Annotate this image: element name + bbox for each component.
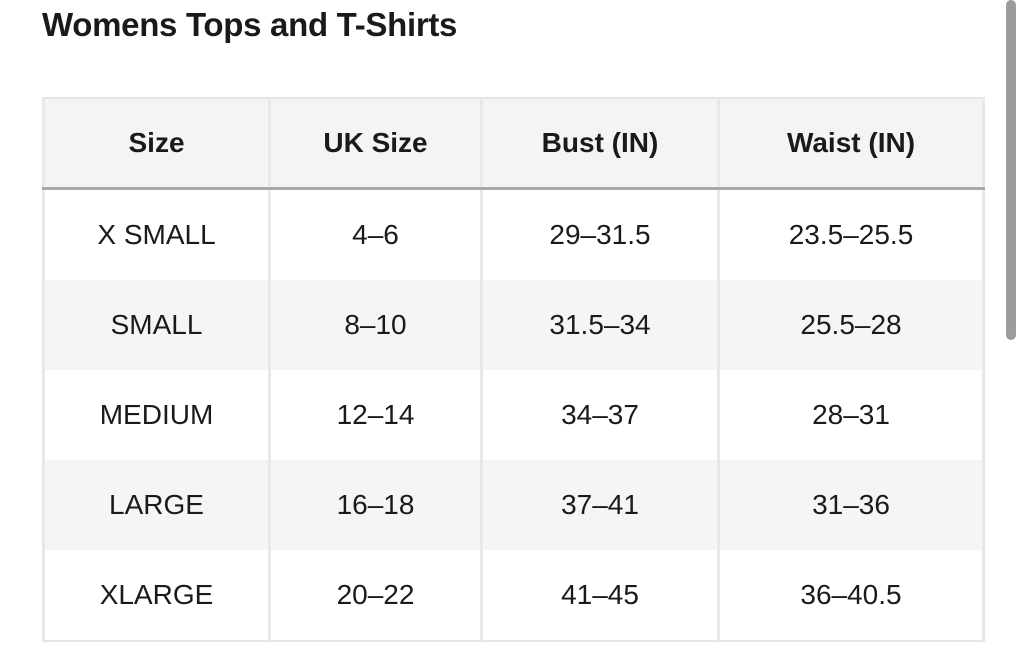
table-cell: 28–31: [717, 370, 985, 460]
table-row: MEDIUM 12–14 34–37 28–31: [42, 370, 985, 460]
table-cell: LARGE: [42, 460, 271, 550]
table-cell: 41–45: [480, 550, 720, 641]
table-cell: SMALL: [42, 280, 271, 370]
table-cell: 31–36: [717, 460, 985, 550]
column-header: UK Size: [268, 98, 483, 190]
table-cell: 12–14: [268, 370, 483, 460]
table-cell: XLARGE: [42, 550, 271, 641]
table-body: X SMALL 4–6 29–31.5 23.5–25.5 SMALL 8–10 31.5–…: [42, 188, 985, 641]
table-cell: 34–37: [480, 370, 720, 460]
scrollbar[interactable]: [1006, 0, 1016, 340]
table-cell: MEDIUM: [42, 370, 271, 460]
table-cell: 37–41: [480, 460, 720, 550]
table-cell: 20–22: [268, 550, 483, 641]
table-row: SMALL 8–10 31.5–34 25.5–28: [42, 280, 985, 370]
table-cell: 4–6: [268, 188, 483, 280]
table-row: X SMALL 4–6 29–31.5 23.5–25.5: [42, 188, 985, 280]
page-title: Womens Tops and T-Shirts: [42, 6, 458, 43]
table-row: LARGE 16–18 37–41 31–36: [42, 460, 985, 550]
table-cell: 36–40.5: [717, 550, 985, 641]
table-cell: 25.5–28: [717, 280, 985, 370]
table-row: XLARGE 20–22 41–45 36–40.5: [42, 550, 985, 641]
size-table: Size UK Size Bust (IN) Waist (IN) X SMALL 4–…: [42, 97, 985, 642]
table-cell: X SMALL: [42, 188, 271, 280]
column-header: Size: [42, 98, 271, 190]
header-row: Size UK Size Bust (IN) Waist (IN): [42, 98, 985, 190]
table-cell: 23.5–25.5: [717, 188, 985, 280]
table-cell: 8–10: [268, 280, 483, 370]
column-header: Bust (IN): [480, 98, 720, 190]
table-cell: 29–31.5: [480, 188, 720, 280]
table-cell: 31.5–34: [480, 280, 720, 370]
table-cell: 16–18: [268, 460, 483, 550]
column-header: Waist (IN): [717, 98, 985, 190]
